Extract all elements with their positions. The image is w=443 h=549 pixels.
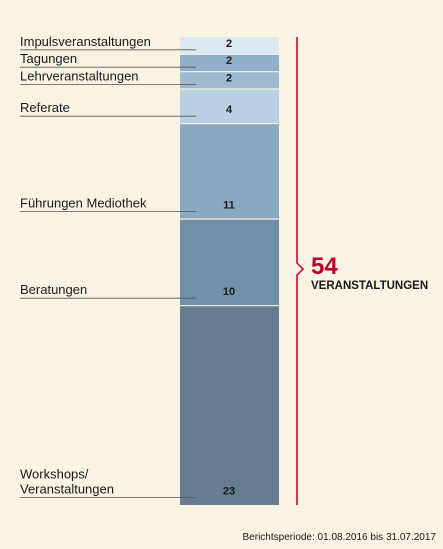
bar-segment bbox=[180, 305, 279, 505]
value-label: 11 bbox=[223, 200, 235, 212]
bar-segment bbox=[180, 37, 279, 55]
bar-segment bbox=[180, 89, 279, 124]
value-label: 2 bbox=[226, 73, 232, 85]
category-label: Beratungen bbox=[20, 282, 87, 297]
category-label: Workshops/Veranstaltungen bbox=[20, 467, 114, 497]
bar-segment bbox=[180, 71, 279, 89]
bar-segment bbox=[180, 54, 279, 72]
value-label: 10 bbox=[223, 286, 235, 298]
category-labels: 2 Impulsveranstaltungen 2 Tagungen 2 Lehrvera… bbox=[20, 34, 235, 498]
category-label: Führungen Mediothek bbox=[20, 196, 147, 211]
total-bracket bbox=[296, 37, 305, 505]
bar-segment bbox=[180, 219, 279, 306]
category-label: Tagungen bbox=[20, 51, 77, 66]
category-label: Lehrveranstaltungen bbox=[20, 69, 139, 84]
bar-segments bbox=[180, 37, 279, 505]
value-label: 4 bbox=[226, 104, 233, 116]
value-label: 23 bbox=[223, 486, 235, 498]
value-label: 2 bbox=[226, 55, 232, 67]
total-value: 54 bbox=[311, 253, 338, 280]
category-label: Impulsveranstaltungen bbox=[20, 34, 151, 49]
bar-segment bbox=[180, 123, 279, 219]
reporting-period-note: Berichtsperiode: 01.08.2016 bis 31.07.20… bbox=[243, 532, 437, 543]
total-label: VERANSTALTUNGEN bbox=[311, 280, 428, 292]
value-label: 2 bbox=[226, 38, 232, 50]
category-label: Referate bbox=[20, 100, 70, 115]
